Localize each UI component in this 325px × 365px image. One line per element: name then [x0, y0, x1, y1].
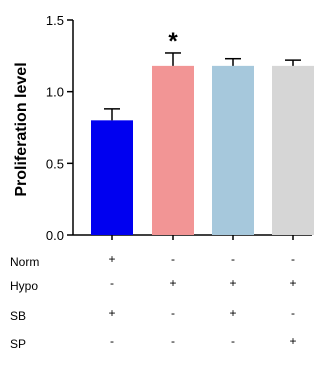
condition-mark: -: [171, 306, 175, 320]
bar: [272, 65, 314, 235]
condition-mark: +: [289, 334, 297, 348]
y-tick-label: 0.5: [46, 156, 64, 171]
condition-mark: +: [169, 276, 177, 290]
condition-mark: -: [291, 306, 295, 320]
condition-mark: -: [291, 252, 295, 266]
bar: [212, 65, 254, 235]
condition-mark: +: [229, 276, 237, 290]
y-axis-label: Proliferation level: [13, 62, 30, 196]
condition-mark: +: [108, 252, 116, 266]
condition-name: SB: [10, 309, 27, 323]
condition-mark: +: [229, 306, 237, 320]
condition-mark: -: [110, 334, 114, 348]
condition-mark: -: [171, 334, 175, 348]
bar: [91, 120, 133, 235]
condition-mark: -: [231, 252, 235, 266]
condition-mark: -: [171, 252, 175, 266]
condition-name: SP: [10, 337, 27, 351]
y-tick-label: 1.0: [46, 85, 64, 100]
condition-mark: +: [108, 306, 116, 320]
condition-name: Norm: [10, 255, 40, 269]
y-tick-label: 0.0: [46, 228, 64, 243]
condition-mark: -: [231, 334, 235, 348]
condition-name: Hypo: [10, 279, 39, 293]
chart-labels: Proliferation level *: [13, 28, 178, 197]
bar: [152, 65, 194, 235]
y-tick-label: 1.5: [46, 13, 64, 28]
chart-bars: [91, 52, 314, 235]
condition-mark: +: [289, 276, 297, 290]
significance-marker: *: [168, 28, 178, 55]
condition-mark: -: [110, 276, 114, 290]
